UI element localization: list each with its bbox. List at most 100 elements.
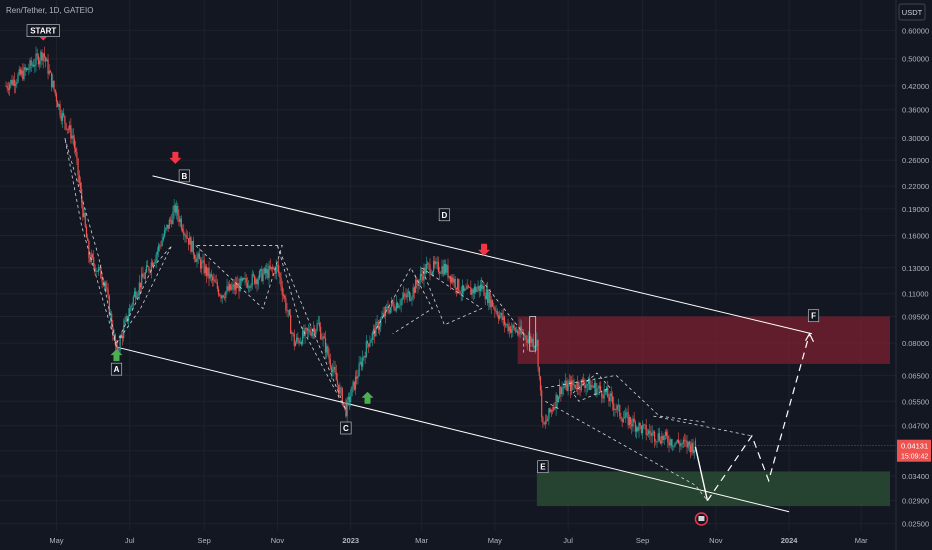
candle-body <box>655 441 657 443</box>
candle-body <box>133 291 136 297</box>
candle-body <box>436 261 438 263</box>
candle-body <box>488 292 490 304</box>
candle-body <box>238 283 240 292</box>
time-tick-label: Jul <box>125 536 135 545</box>
candle-body <box>493 306 495 308</box>
price-tick-label: 0.02500 <box>902 520 929 529</box>
candle-body <box>453 278 455 283</box>
candle-body <box>623 417 626 419</box>
candle-body <box>45 57 47 62</box>
candle-body <box>204 266 206 274</box>
countdown-value: 15:09:42 <box>901 454 928 461</box>
candle-body <box>511 329 513 333</box>
candle-body <box>469 287 471 289</box>
candle-body <box>149 270 151 272</box>
candle-body <box>426 263 429 265</box>
candle-body <box>209 274 211 279</box>
projection-dashed-path <box>706 333 811 501</box>
candle-body <box>192 240 194 255</box>
candle-body <box>21 70 23 75</box>
candle-body <box>602 396 604 399</box>
candle-body <box>109 313 112 316</box>
candle-body <box>464 288 466 291</box>
candle-body <box>114 334 116 345</box>
candle-body <box>339 387 341 394</box>
candle-body <box>442 266 444 275</box>
time-tick-label: Sep <box>197 536 210 545</box>
candle-body <box>254 275 256 284</box>
candle-body <box>625 412 627 418</box>
candle-body <box>632 418 634 427</box>
candle-body <box>255 279 257 284</box>
candle-body <box>207 267 209 276</box>
currency-button[interactable] <box>898 3 926 21</box>
candle-body <box>475 286 477 292</box>
candle-body <box>310 333 312 336</box>
candle-body <box>274 268 276 274</box>
candle-body <box>448 275 450 278</box>
candle-body <box>538 366 540 377</box>
candle-body <box>357 376 359 379</box>
candle-body <box>406 293 408 298</box>
candle-body <box>382 312 384 317</box>
candle-body <box>621 419 623 423</box>
candle-body <box>129 307 131 316</box>
candle-body <box>369 342 371 347</box>
projection-arrowhead <box>805 332 815 342</box>
candle-body <box>555 394 557 409</box>
candle-body <box>156 251 158 255</box>
candle-body <box>29 60 31 70</box>
candle-body <box>398 305 400 308</box>
candle-body <box>692 442 694 454</box>
candle-body <box>143 277 145 279</box>
candle-body <box>587 378 590 385</box>
candle-body <box>368 343 370 347</box>
point-label-box <box>340 421 352 435</box>
candle-body <box>578 381 580 389</box>
candle-body <box>694 440 697 450</box>
candle-body <box>372 328 375 333</box>
candle-body <box>78 175 80 183</box>
candle-body <box>481 284 483 289</box>
candle-body <box>6 85 8 89</box>
candle-body <box>22 70 24 80</box>
candle-body <box>203 260 205 274</box>
candle-body <box>561 387 563 395</box>
candle-body <box>685 440 687 442</box>
candle-body <box>617 405 620 406</box>
candle-body <box>214 279 216 283</box>
point-label-box <box>537 460 549 474</box>
candle-body <box>30 60 32 66</box>
candle-body <box>525 335 527 340</box>
candle-body <box>124 320 126 326</box>
candle-body <box>119 337 121 351</box>
candle-body <box>650 433 652 436</box>
candle-body <box>465 288 467 290</box>
candle-body <box>393 304 395 310</box>
candle-body <box>499 315 501 319</box>
candle-body <box>36 53 38 56</box>
price-tick-label: 0.03400 <box>902 472 929 481</box>
candle-body <box>567 383 569 391</box>
candle-body <box>389 307 391 313</box>
candle-body <box>232 284 234 287</box>
candle-body <box>688 441 691 446</box>
candle-body <box>608 397 610 402</box>
candle-body <box>346 399 348 417</box>
price-tick-label: 0.02900 <box>902 497 929 506</box>
point-label-box <box>438 208 450 222</box>
candle-body <box>13 79 16 86</box>
candle-body <box>405 295 407 298</box>
candle-body <box>449 275 452 283</box>
candle-body <box>340 387 342 389</box>
candle-body <box>572 380 574 385</box>
candle-body <box>501 312 503 321</box>
candle-body <box>65 123 67 130</box>
candle-body <box>324 338 327 353</box>
candle-body <box>221 295 223 299</box>
candle-body <box>502 316 504 321</box>
candle-body <box>422 276 424 281</box>
candle-body <box>330 366 333 373</box>
candle-body <box>532 338 534 347</box>
